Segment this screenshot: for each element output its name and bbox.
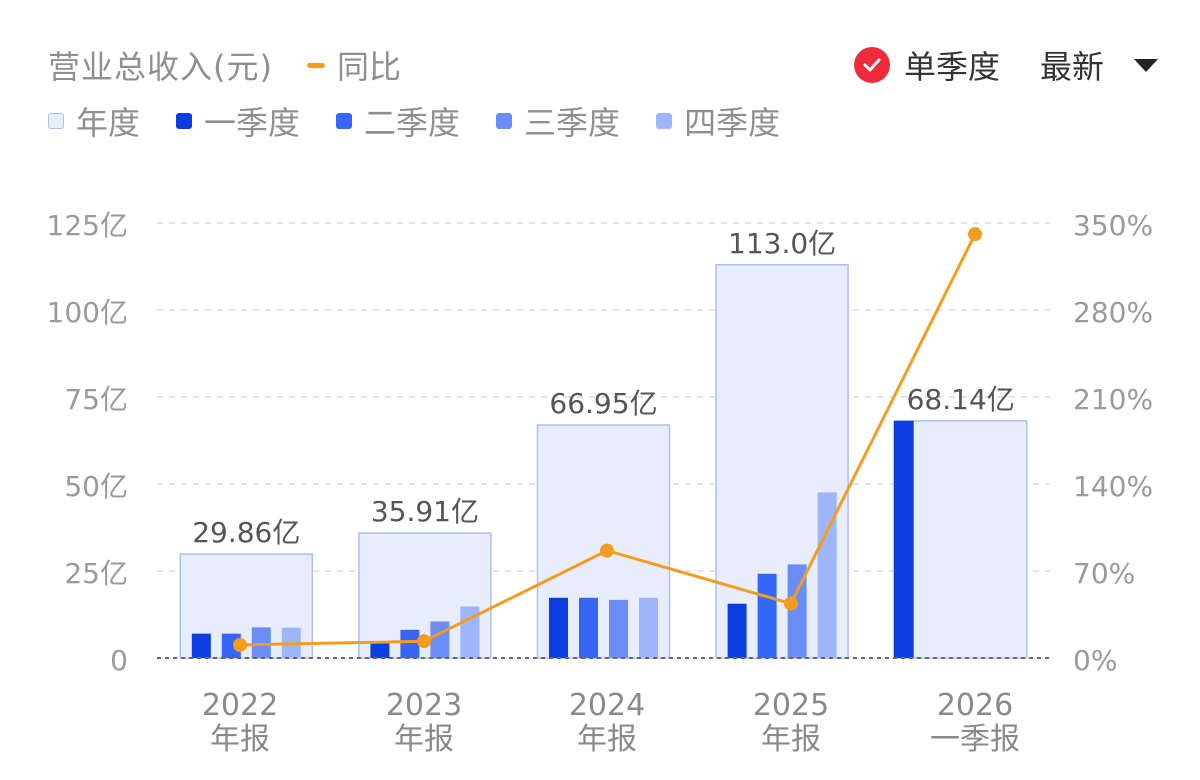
quarter-bar-1 bbox=[727, 603, 747, 658]
quarter-bar-3 bbox=[609, 599, 628, 658]
quarter-bar-2 bbox=[400, 629, 420, 658]
legend-label-q1: 一季度 bbox=[204, 104, 301, 142]
check-icon bbox=[853, 47, 890, 83]
x-tick-label-year: 2025 bbox=[753, 688, 829, 723]
x-tick-label-period: 年报 bbox=[394, 722, 454, 757]
x-tick-label-year: 2023 bbox=[386, 688, 462, 723]
quarter-bar-2 bbox=[757, 573, 777, 658]
annual-value-label: 66.95亿 bbox=[549, 387, 657, 420]
latest-label: 最新 bbox=[1039, 48, 1104, 86]
quarter-bar-1 bbox=[370, 641, 390, 658]
quarter-bar-1 bbox=[191, 633, 211, 658]
legend-label-q2: 二季度 bbox=[364, 104, 461, 142]
y-right-tick-label: 210% bbox=[1073, 383, 1153, 416]
y-left-tick-label: 50亿 bbox=[64, 470, 128, 503]
legend-item-q2[interactable]: 二季度 bbox=[336, 98, 460, 144]
quarter-bar-3 bbox=[430, 621, 450, 658]
quarter-bar-3 bbox=[251, 627, 271, 658]
x-tick-label-period: 年报 bbox=[761, 722, 821, 757]
yoy-legend-label: 同比 bbox=[336, 48, 401, 86]
legend-swatch-q1 bbox=[176, 113, 193, 129]
yoy-point bbox=[417, 634, 431, 649]
legend-swatch-q4 bbox=[656, 113, 673, 129]
chart-title: 营业总收入(元) bbox=[48, 48, 273, 86]
y-left-tick-label: 125亿 bbox=[47, 209, 128, 242]
single-quarter-label: 单季度 bbox=[903, 48, 1000, 86]
x-tick-label-period: 年报 bbox=[210, 722, 270, 757]
legend-item-q1[interactable]: 一季度 bbox=[176, 98, 300, 144]
caret-down-icon bbox=[1134, 58, 1158, 72]
annual-value-label: 35.91亿 bbox=[371, 495, 479, 528]
quarter-bar-4 bbox=[639, 597, 658, 658]
legend-item-annual[interactable]: 年度 bbox=[48, 98, 140, 144]
legend-label-annual: 年度 bbox=[76, 104, 141, 142]
annual-bar bbox=[893, 420, 1028, 659]
quarter-bar-1 bbox=[549, 597, 568, 658]
y-right-tick-label: 0% bbox=[1073, 644, 1117, 677]
annual-value-label: 113.0亿 bbox=[728, 227, 836, 260]
legend-label-q3: 三季度 bbox=[524, 104, 621, 142]
yoy-point bbox=[233, 637, 247, 652]
yoy-point bbox=[968, 227, 982, 242]
legend-swatch-annual bbox=[48, 113, 64, 129]
legend-label-q4: 四季度 bbox=[684, 104, 781, 142]
y-right-tick-label: 70% bbox=[1073, 557, 1135, 590]
annual-value-label: 29.86亿 bbox=[192, 516, 300, 549]
x-tick-label-year: 2024 bbox=[569, 688, 645, 723]
legend-item-q4[interactable]: 四季度 bbox=[656, 98, 780, 144]
quarter-bar-2 bbox=[579, 597, 598, 658]
quarter-bar-4 bbox=[817, 492, 837, 658]
y-right-tick-label: 350% bbox=[1073, 209, 1153, 242]
x-tick-label-period: 一季报 bbox=[930, 722, 1020, 757]
legend-swatch-q2 bbox=[336, 113, 353, 129]
y-left-tick-label: 100亿 bbox=[47, 296, 128, 329]
y-left-tick-label: 0 bbox=[110, 644, 128, 677]
yoy-point bbox=[784, 596, 798, 611]
series-legend: 年度 一季度 二季度 三季度 四季度 bbox=[48, 96, 816, 146]
annual-value-label: 68.14亿 bbox=[907, 383, 1015, 416]
quarter-bar-3 bbox=[787, 564, 807, 658]
x-tick-label-year: 2022 bbox=[202, 688, 278, 723]
legend-swatch-q3 bbox=[496, 113, 513, 129]
y-left-tick-label: 25亿 bbox=[64, 557, 128, 590]
latest-dropdown[interactable]: 最新 bbox=[1040, 42, 1158, 88]
yoy-legend: 同比 bbox=[306, 42, 401, 88]
yoy-line-swatch bbox=[306, 62, 325, 68]
x-tick-label-period: 年报 bbox=[577, 722, 637, 757]
y-right-tick-label: 280% bbox=[1073, 296, 1153, 329]
y-right-tick-label: 140% bbox=[1073, 470, 1153, 503]
single-quarter-toggle[interactable]: 单季度 bbox=[853, 42, 1000, 88]
x-tick-label-year: 2026 bbox=[937, 688, 1013, 723]
yoy-point bbox=[600, 543, 614, 558]
y-left-tick-label: 75亿 bbox=[64, 383, 128, 416]
chart-header: 营业总收入(元) 同比 单季度 最新 bbox=[48, 40, 1158, 90]
quarter-bar-1 bbox=[893, 420, 914, 658]
legend-item-q3[interactable]: 三季度 bbox=[496, 98, 620, 144]
